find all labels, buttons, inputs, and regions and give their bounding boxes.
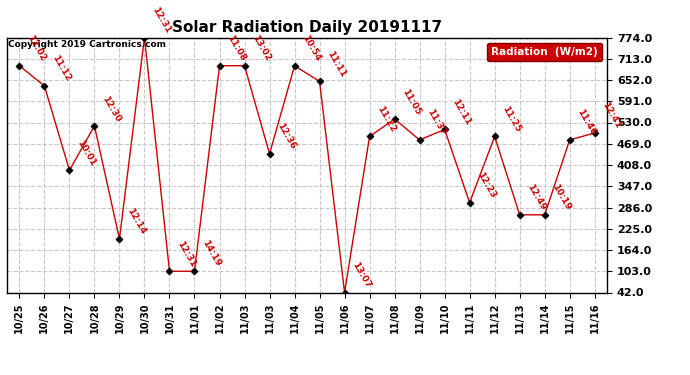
Text: 11:25: 11:25	[500, 104, 522, 134]
Point	[264, 151, 275, 157]
Point	[314, 78, 325, 84]
Text: 14:19: 14:19	[200, 239, 222, 268]
Text: 11:08: 11:08	[225, 34, 247, 63]
Legend: Radiation  (W/m2): Radiation (W/m2)	[487, 43, 602, 61]
Point	[39, 83, 50, 89]
Text: 11:12: 11:12	[50, 54, 72, 83]
Point	[14, 63, 25, 69]
Text: 12:31: 12:31	[150, 5, 172, 35]
Text: 10:54: 10:54	[300, 34, 322, 63]
Text: 10:19: 10:19	[550, 183, 572, 212]
Text: 12:31: 12:31	[175, 239, 197, 268]
Text: 12:02: 12:02	[25, 34, 47, 63]
Text: 11:22: 11:22	[375, 104, 397, 134]
Text: 12:14: 12:14	[125, 207, 147, 236]
Text: 12:11: 12:11	[450, 98, 472, 127]
Point	[489, 134, 500, 140]
Text: 12:41: 12:41	[600, 101, 622, 130]
Point	[289, 63, 300, 69]
Text: 11:05: 11:05	[400, 87, 422, 116]
Point	[464, 200, 475, 206]
Point	[514, 212, 525, 218]
Title: Solar Radiation Daily 20191117: Solar Radiation Daily 20191117	[172, 20, 442, 35]
Text: Copyright 2019 Cartronics.com: Copyright 2019 Cartronics.com	[8, 40, 166, 49]
Point	[564, 137, 575, 143]
Point	[339, 290, 350, 296]
Point	[114, 236, 125, 242]
Point	[389, 116, 400, 122]
Point	[364, 134, 375, 140]
Point	[439, 126, 450, 132]
Text: 12:49: 12:49	[525, 183, 547, 212]
Point	[139, 34, 150, 40]
Text: 11:46: 11:46	[575, 108, 598, 137]
Text: 12:30: 12:30	[100, 94, 122, 123]
Point	[164, 268, 175, 274]
Text: 12:23: 12:23	[475, 171, 497, 200]
Text: 11:11: 11:11	[325, 50, 347, 79]
Point	[64, 167, 75, 173]
Point	[89, 123, 100, 129]
Text: 13:07: 13:07	[350, 260, 372, 290]
Text: 10:01: 10:01	[75, 138, 97, 168]
Point	[589, 130, 600, 136]
Text: 11:37: 11:37	[425, 108, 447, 137]
Point	[414, 137, 425, 143]
Point	[239, 63, 250, 69]
Text: 12:36: 12:36	[275, 122, 297, 151]
Point	[214, 63, 225, 69]
Point	[539, 212, 550, 218]
Text: 13:02: 13:02	[250, 34, 272, 63]
Point	[189, 268, 200, 274]
